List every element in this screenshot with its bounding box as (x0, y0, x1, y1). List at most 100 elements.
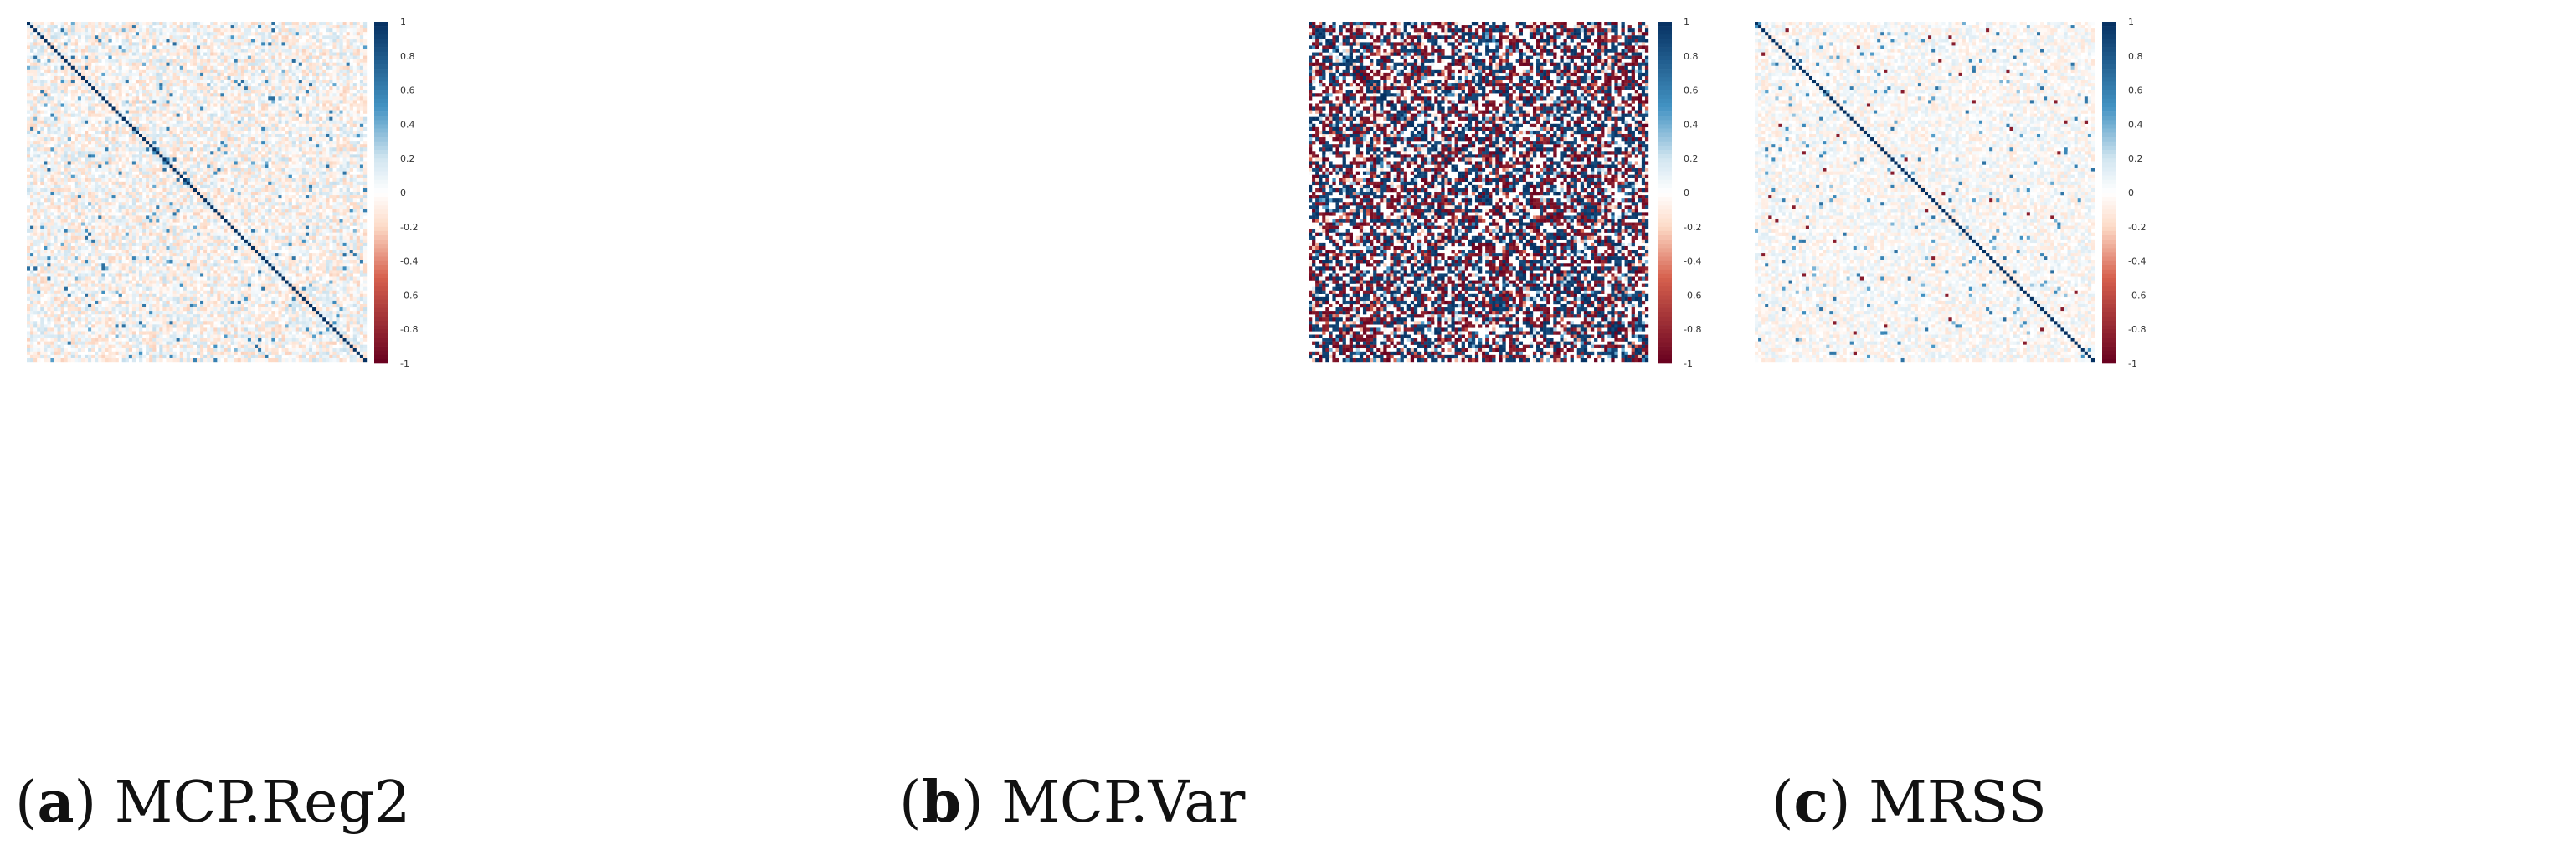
heatmap-cell (207, 93, 211, 97)
heatmap-cell (346, 22, 350, 26)
heatmap-cell (332, 126, 337, 131)
heatmap-cell (108, 161, 112, 165)
heatmap-cell (64, 90, 68, 94)
heatmap-cell (77, 28, 82, 33)
heatmap-cell (250, 126, 255, 131)
heatmap-cell (240, 198, 245, 203)
heatmap-cell (189, 157, 194, 162)
heatmap-cell (88, 174, 92, 178)
heatmap-cell (291, 164, 296, 168)
heatmap-cell (118, 195, 122, 199)
heatmap-cell (200, 100, 204, 104)
heatmap-cell (230, 32, 234, 36)
heatmap-cell (247, 90, 252, 94)
heatmap-cell (146, 147, 150, 152)
heatmap-cell (237, 45, 241, 49)
heatmap-cell (258, 90, 262, 94)
heatmap-cell (261, 106, 265, 111)
heatmap-cell (213, 202, 218, 206)
heatmap-cell (179, 188, 183, 193)
heatmap-cell (54, 174, 58, 178)
heatmap-cell (33, 110, 38, 114)
heatmap-cell (172, 90, 177, 94)
heatmap-cell (349, 42, 353, 46)
heatmap-cell (85, 22, 89, 26)
heatmap-cell (85, 59, 89, 63)
heatmap-cell (255, 55, 259, 59)
heatmap-cell (230, 22, 234, 26)
heatmap-cell (138, 72, 143, 77)
heatmap-cell (64, 93, 68, 97)
heatmap-cell (295, 83, 299, 87)
heatmap-cell (359, 52, 364, 56)
heatmap-cell (162, 116, 167, 121)
heatmap-cell (230, 161, 234, 165)
heatmap-cell (349, 184, 353, 189)
heatmap-cell (172, 171, 177, 175)
heatmap-cell (329, 123, 333, 128)
heatmap-cell (203, 195, 208, 199)
heatmap-cell (247, 100, 252, 104)
heatmap-cell (210, 123, 214, 128)
heatmap-cell (80, 195, 85, 199)
heatmap-cell (189, 86, 194, 90)
heatmap-cell (359, 154, 364, 158)
heatmap-cell (237, 154, 241, 158)
heatmap-cell (30, 144, 34, 148)
heatmap-cell (213, 164, 218, 168)
heatmap-cell (255, 141, 259, 145)
heatmap-cell (176, 174, 180, 178)
heatmap-cell (362, 195, 368, 199)
heatmap-cell (316, 49, 320, 53)
heatmap-cell (159, 32, 163, 36)
heatmap-cell (74, 93, 79, 97)
heatmap-cell (271, 195, 275, 199)
heatmap-cell (57, 65, 61, 70)
heatmap-cell (162, 130, 167, 135)
heatmap-cell (159, 52, 163, 56)
heatmap-cell (288, 116, 292, 121)
heatmap-cell (227, 126, 231, 131)
heatmap-cell (240, 62, 245, 66)
heatmap-cell (70, 123, 75, 128)
heatmap-cell (131, 28, 136, 33)
heatmap-cell (336, 151, 340, 155)
heatmap-cell (193, 174, 198, 178)
heatmap-cell (54, 100, 58, 104)
heatmap-cell (207, 178, 211, 183)
heatmap-cell (268, 168, 272, 172)
heatmap-cell (179, 52, 183, 56)
heatmap-cell (74, 55, 79, 59)
heatmap-cell (172, 49, 177, 53)
heatmap-cell (240, 55, 245, 59)
heatmap-cell (349, 35, 353, 39)
heatmap-cell (200, 22, 204, 26)
heatmap-cell (152, 141, 157, 145)
heatmap-cell (138, 133, 143, 138)
heatmap-cell (149, 110, 153, 114)
heatmap-cell (326, 106, 330, 111)
heatmap-cell (169, 110, 173, 114)
heatmap-cell (352, 198, 357, 203)
heatmap-cell (33, 171, 38, 175)
heatmap-cell (336, 59, 340, 63)
heatmap-cell (255, 86, 259, 90)
heatmap-cell (138, 164, 143, 168)
heatmap-cell (189, 144, 194, 148)
heatmap-cell (326, 120, 330, 124)
heatmap-cell (37, 174, 41, 178)
heatmap-cell (98, 110, 102, 114)
heatmap-cell (27, 69, 31, 74)
heatmap-cell (301, 151, 306, 155)
heatmap-cell (146, 86, 150, 90)
heatmap-cell (213, 133, 218, 138)
heatmap-cell (301, 192, 306, 196)
heatmap-cell (146, 120, 150, 124)
heatmap-cell (64, 75, 68, 80)
heatmap-cell (332, 181, 337, 186)
heatmap-cell (172, 39, 177, 43)
heatmap-cell (291, 100, 296, 104)
heatmap-cell (30, 42, 34, 46)
heatmap-cell (77, 35, 82, 39)
heatmap-cell (227, 184, 231, 189)
